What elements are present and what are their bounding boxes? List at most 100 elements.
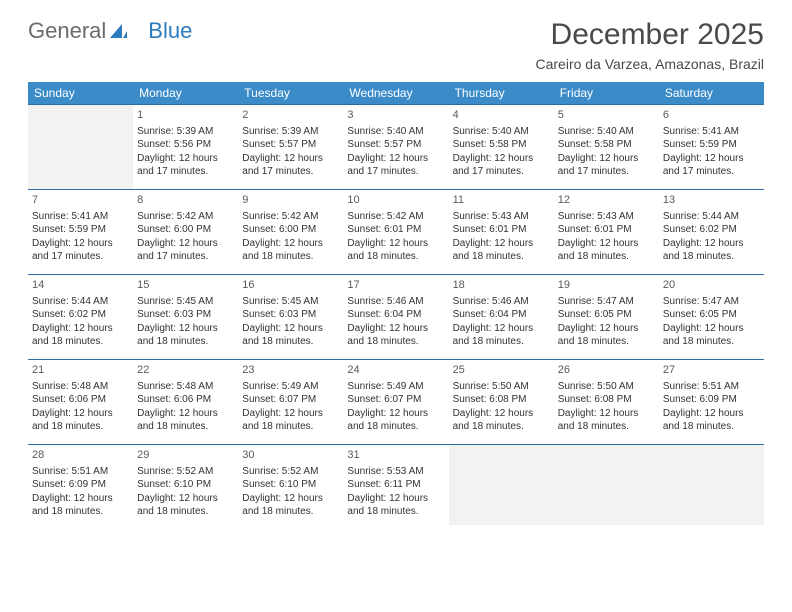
daylight-line: Daylight: 12 hours and 18 minutes. xyxy=(137,322,234,349)
day-number: 17 xyxy=(347,278,444,293)
month-title: December 2025 xyxy=(535,18,764,52)
daylight-line: Daylight: 12 hours and 18 minutes. xyxy=(242,492,339,519)
logo: General Blue xyxy=(28,18,192,44)
calendar-day-cell: 1Sunrise: 5:39 AMSunset: 5:56 PMDaylight… xyxy=(133,105,238,190)
sunrise-line: Sunrise: 5:41 AM xyxy=(32,210,129,224)
calendar-day-cell: 3Sunrise: 5:40 AMSunset: 5:57 PMDaylight… xyxy=(343,105,448,190)
sunrise-line: Sunrise: 5:42 AM xyxy=(242,210,339,224)
sunrise-line: Sunrise: 5:44 AM xyxy=(663,210,760,224)
daylight-line: Daylight: 12 hours and 18 minutes. xyxy=(32,407,129,434)
daylight-line: Daylight: 12 hours and 18 minutes. xyxy=(347,322,444,349)
daylight-line: Daylight: 12 hours and 18 minutes. xyxy=(453,237,550,264)
sunset-line: Sunset: 6:01 PM xyxy=(453,223,550,237)
day-number: 21 xyxy=(32,363,129,378)
calendar-day-cell: 11 Sunrise: 5:43 AMSunset: 6:01 PMDayligh… xyxy=(449,190,554,275)
calendar-day-cell: 17 Sunrise: 5:46 AMSunset: 6:04 PMDayligh… xyxy=(343,275,448,360)
logo-sail-icon xyxy=(108,22,128,40)
sunset-line: Sunset: 5:57 PM xyxy=(242,138,339,152)
logo-text-1: General xyxy=(28,18,106,44)
sunrise-line: Sunrise: 5:51 AM xyxy=(32,465,129,479)
sunrise-line: Sunrise: 5:53 AM xyxy=(347,465,444,479)
day-number: 16 xyxy=(242,278,339,293)
sunset-line: Sunset: 6:04 PM xyxy=(453,308,550,322)
sunrise-line: Sunrise: 5:46 AM xyxy=(347,295,444,309)
sunrise-line: Sunrise: 5:51 AM xyxy=(663,380,760,394)
sunrise-line: Sunrise: 5:40 AM xyxy=(347,125,444,139)
day-number: 18 xyxy=(453,278,550,293)
calendar-day-cell: 29Sunrise: 5:52 AMSunset: 6:10 PMDayligh… xyxy=(133,445,238,525)
sunrise-line: Sunrise: 5:44 AM xyxy=(32,295,129,309)
calendar-day-cell xyxy=(659,445,764,525)
day-number: 26 xyxy=(558,363,655,378)
calendar-week-row: 14Sunrise: 5:44 AMSunset: 6:02 PMDayligh… xyxy=(28,275,764,360)
daylight-line: Daylight: 12 hours and 18 minutes. xyxy=(32,322,129,349)
sunrise-line: Sunrise: 5:39 AM xyxy=(242,125,339,139)
calendar-day-cell: 13 Sunrise: 5:44 AMSunset: 6:02 PMDayligh… xyxy=(659,190,764,275)
day-number: 1 xyxy=(137,108,234,123)
day-number: 6 xyxy=(663,108,760,123)
daylight-line: Daylight: 12 hours and 18 minutes. xyxy=(242,407,339,434)
sunrise-line: Sunrise: 5:40 AM xyxy=(453,125,550,139)
calendar-day-cell: 9Sunrise: 5:42 AMSunset: 6:00 PMDaylight… xyxy=(238,190,343,275)
daylight-line: Daylight: 12 hours and 18 minutes. xyxy=(347,407,444,434)
sunset-line: Sunset: 6:01 PM xyxy=(558,223,655,237)
sunrise-line: Sunrise: 5:43 AM xyxy=(453,210,550,224)
sunset-line: Sunset: 6:07 PM xyxy=(242,393,339,407)
day-number: 5 xyxy=(558,108,655,123)
calendar-day-cell: 21Sunrise: 5:48 AMSunset: 6:06 PMDayligh… xyxy=(28,360,133,445)
daylight-line: Daylight: 12 hours and 18 minutes. xyxy=(347,492,444,519)
day-number: 13 xyxy=(663,193,760,208)
sunrise-line: Sunrise: 5:47 AM xyxy=(663,295,760,309)
sunrise-line: Sunrise: 5:52 AM xyxy=(242,465,339,479)
daylight-line: Daylight: 12 hours and 18 minutes. xyxy=(242,237,339,264)
calendar-day-cell: 19Sunrise: 5:47 AMSunset: 6:05 PMDayligh… xyxy=(554,275,659,360)
day-number: 12 xyxy=(558,193,655,208)
weekday-header: Tuesday xyxy=(238,82,343,105)
calendar-day-cell: 27Sunrise: 5:51 AMSunset: 6:09 PMDayligh… xyxy=(659,360,764,445)
weekday-header: Sunday xyxy=(28,82,133,105)
sunset-line: Sunset: 6:10 PM xyxy=(137,478,234,492)
calendar-day-cell: 18Sunrise: 5:46 AMSunset: 6:04 PMDayligh… xyxy=(449,275,554,360)
calendar-day-cell: 28Sunrise: 5:51 AMSunset: 6:09 PMDayligh… xyxy=(28,445,133,525)
day-number: 2 xyxy=(242,108,339,123)
calendar-week-row: 28 Sunrise: 5:51 AMSunset: 6:09 PM Dayligh… xyxy=(28,445,764,525)
daylight-line: Daylight: 12 hours and 17 minutes. xyxy=(137,152,234,179)
sunrise-line: Sunrise: 5:42 AM xyxy=(137,210,234,224)
day-number: 3 xyxy=(347,108,444,123)
sunset-line: Sunset: 5:58 PM xyxy=(453,138,550,152)
daylight-line: Daylight: 12 hours and 17 minutes. xyxy=(663,152,760,179)
daylight-line: Daylight: 12 hours and 18 minutes. xyxy=(242,322,339,349)
sunset-line: Sunset: 6:10 PM xyxy=(242,478,339,492)
day-number: 9 xyxy=(242,193,339,208)
day-number: 11 xyxy=(453,193,550,208)
daylight-line: Daylight: 12 hours and 18 minutes. xyxy=(663,237,760,264)
daylight-line: Daylight: 12 hours and 18 minutes. xyxy=(137,407,234,434)
daylight-line: Daylight: 12 hours and 18 minutes. xyxy=(558,237,655,264)
day-number: 8 xyxy=(137,193,234,208)
weekday-header: Thursday xyxy=(449,82,554,105)
sunset-line: Sunset: 6:06 PM xyxy=(137,393,234,407)
sunrise-line: Sunrise: 5:46 AM xyxy=(453,295,550,309)
header: General Blue December 2025 Careiro da Va… xyxy=(28,18,764,72)
day-number: 24 xyxy=(347,363,444,378)
day-number: 30 xyxy=(242,448,339,463)
weekday-header: Monday xyxy=(133,82,238,105)
location: Careiro da Varzea, Amazonas, Brazil xyxy=(535,56,764,72)
sunrise-line: Sunrise: 5:41 AM xyxy=(663,125,760,139)
sunset-line: Sunset: 6:04 PM xyxy=(347,308,444,322)
calendar-day-cell: 12Sunrise: 5:43 AMSunset: 6:01 PMDayligh… xyxy=(554,190,659,275)
day-number: 28 xyxy=(32,448,129,463)
calendar-day-cell: 6 Sunrise: 5:41 AMSunset: 5:59 PMDaylight… xyxy=(659,105,764,190)
sunrise-line: Sunrise: 5:45 AM xyxy=(242,295,339,309)
sunset-line: Sunset: 6:02 PM xyxy=(663,223,760,237)
day-number: 14 xyxy=(32,278,129,293)
day-number: 4 xyxy=(453,108,550,123)
sunset-line: Sunset: 6:09 PM xyxy=(32,478,129,492)
sunset-line: Sunset: 5:59 PM xyxy=(663,138,760,152)
sunset-line: Sunset: 5:57 PM xyxy=(347,138,444,152)
day-number: 20 xyxy=(663,278,760,293)
calendar-week-row: 7Sunrise: 5:41 AMSunset: 5:59 PMDaylight… xyxy=(28,190,764,275)
sunrise-line: Sunrise: 5:49 AM xyxy=(242,380,339,394)
daylight-line: Daylight: 12 hours and 18 minutes. xyxy=(347,237,444,264)
sunset-line: Sunset: 6:03 PM xyxy=(137,308,234,322)
